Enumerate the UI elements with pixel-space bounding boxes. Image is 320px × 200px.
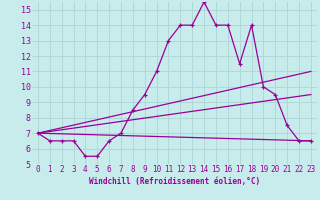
X-axis label: Windchill (Refroidissement éolien,°C): Windchill (Refroidissement éolien,°C): [89, 177, 260, 186]
